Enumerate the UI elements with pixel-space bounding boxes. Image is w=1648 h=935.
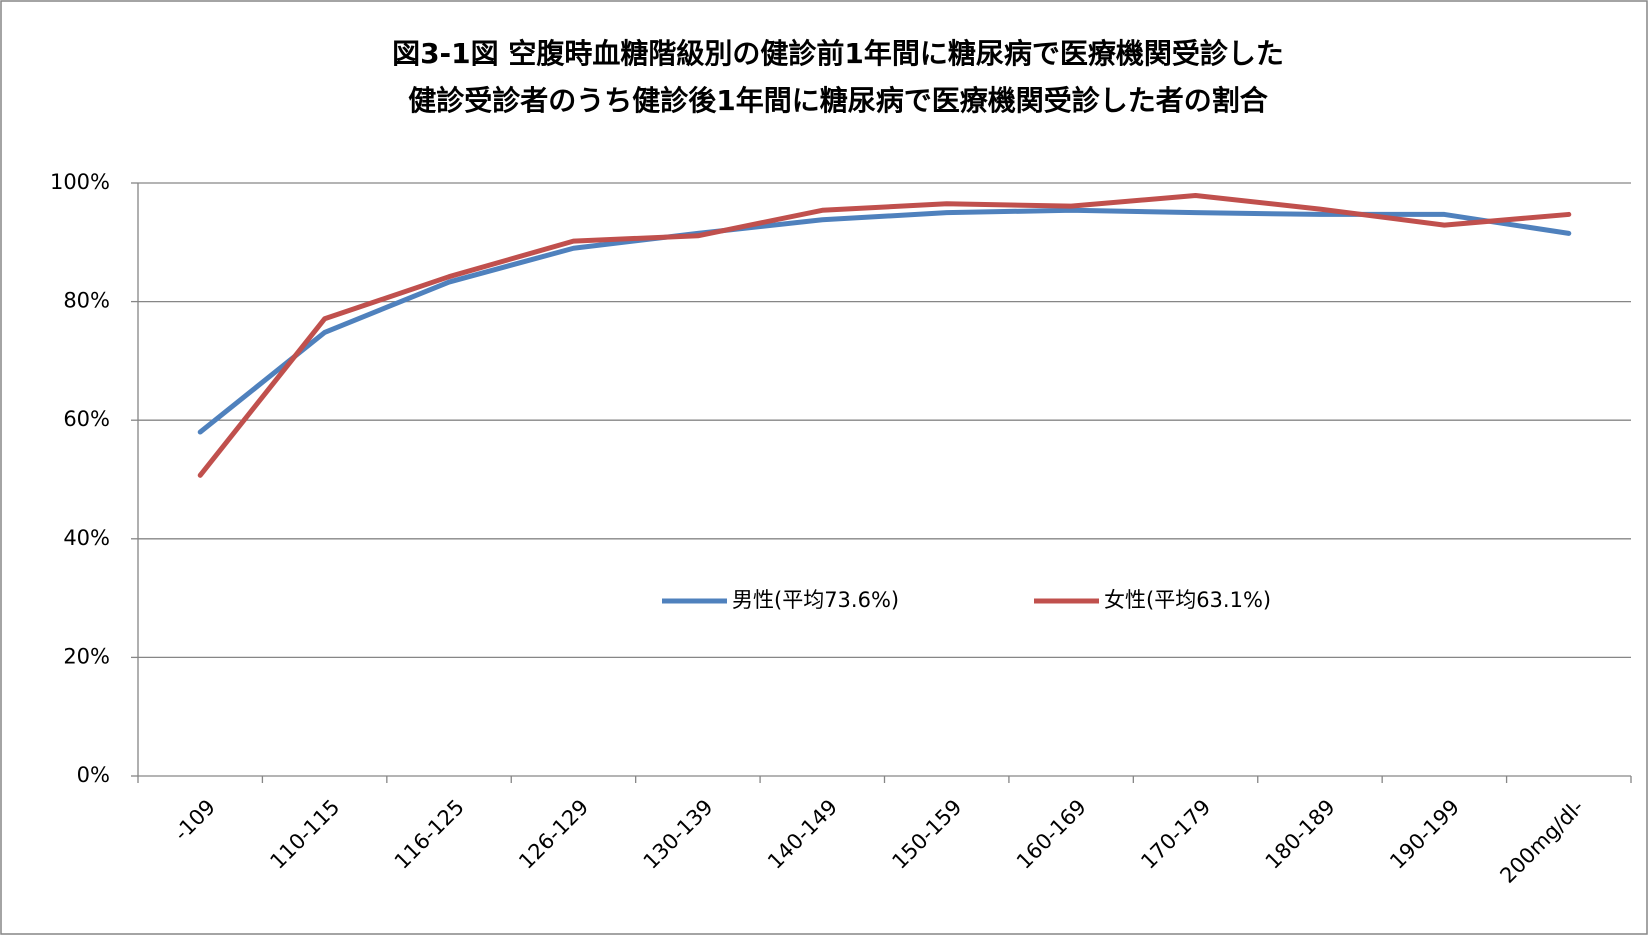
chart-title: 健診受診者のうち健診後1年間に糖尿病で医療機関受診した者の割合 [408,84,1268,117]
y-tick-label: 100% [50,170,110,194]
legend-label: 女性(平均63.1%) [1104,588,1271,612]
y-tick-label: 80% [63,289,110,313]
y-tick-label: 0% [77,763,110,787]
legend-label: 男性(平均73.6%) [732,588,899,612]
series-line [197,207,1572,435]
y-tick-label: 40% [63,526,110,550]
y-tick-label: 20% [63,644,110,668]
y-tick-label: 60% [63,407,110,431]
series-line [197,192,1572,478]
chart-title: 図3-1図 空腹時血糖階級別の健診前1年間に糖尿病で医療機関受診した [392,37,1284,70]
